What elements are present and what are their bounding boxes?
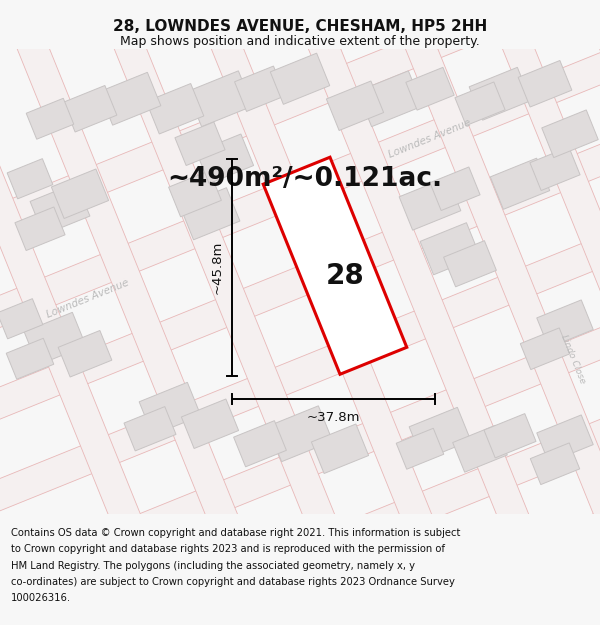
- Polygon shape: [268, 406, 332, 462]
- Polygon shape: [136, 0, 501, 625]
- Polygon shape: [235, 66, 286, 111]
- Polygon shape: [5, 414, 600, 625]
- Polygon shape: [6, 338, 54, 379]
- Polygon shape: [180, 188, 240, 240]
- Polygon shape: [518, 61, 572, 107]
- Polygon shape: [52, 169, 109, 219]
- Polygon shape: [537, 415, 593, 462]
- Text: to Crown copyright and database rights 2023 and is reproduced with the permissio: to Crown copyright and database rights 2…: [11, 544, 445, 554]
- Polygon shape: [233, 421, 286, 467]
- Polygon shape: [0, 21, 600, 386]
- Polygon shape: [0, 178, 600, 543]
- Text: 28: 28: [326, 262, 364, 290]
- Polygon shape: [358, 71, 422, 127]
- Polygon shape: [443, 241, 496, 287]
- Polygon shape: [409, 408, 471, 460]
- Polygon shape: [311, 424, 368, 474]
- Polygon shape: [537, 300, 593, 348]
- Polygon shape: [175, 122, 225, 166]
- Text: HM Land Registry. The polygons (including the associated geometry, namely x, y: HM Land Registry. The polygons (includin…: [11, 561, 415, 571]
- Polygon shape: [263, 158, 407, 374]
- Polygon shape: [542, 110, 598, 158]
- Polygon shape: [420, 222, 480, 275]
- Text: 28, LOWNDES AVENUE, CHESHAM, HP5 2HH: 28, LOWNDES AVENUE, CHESHAM, HP5 2HH: [113, 19, 487, 34]
- Polygon shape: [139, 382, 201, 435]
- Polygon shape: [406, 68, 454, 110]
- Polygon shape: [0, 0, 251, 625]
- Polygon shape: [490, 158, 550, 209]
- Polygon shape: [187, 71, 253, 127]
- Polygon shape: [530, 443, 580, 484]
- Text: 100026316.: 100026316.: [11, 593, 71, 603]
- Polygon shape: [7, 159, 53, 199]
- Polygon shape: [0, 299, 43, 339]
- Polygon shape: [326, 81, 383, 131]
- Polygon shape: [146, 84, 204, 134]
- Polygon shape: [63, 86, 117, 132]
- Polygon shape: [58, 331, 112, 377]
- Polygon shape: [26, 98, 74, 139]
- Polygon shape: [196, 134, 254, 184]
- Text: Lowndes Avenue: Lowndes Avenue: [45, 278, 131, 320]
- Polygon shape: [0, 99, 600, 464]
- Text: Lowndes Avenue: Lowndes Avenue: [387, 118, 473, 160]
- Polygon shape: [30, 182, 90, 235]
- Text: ~490m²/~0.121ac.: ~490m²/~0.121ac.: [167, 166, 443, 192]
- Polygon shape: [53, 0, 418, 625]
- Polygon shape: [181, 399, 239, 449]
- Polygon shape: [484, 414, 536, 458]
- Polygon shape: [396, 428, 444, 469]
- Polygon shape: [220, 0, 584, 625]
- Text: Lindo Close: Lindo Close: [559, 333, 587, 384]
- Polygon shape: [530, 147, 580, 191]
- Polygon shape: [430, 167, 480, 211]
- Polygon shape: [469, 68, 531, 120]
- Polygon shape: [270, 53, 330, 104]
- Text: Map shows position and indicative extent of the property.: Map shows position and indicative extent…: [120, 35, 480, 48]
- Polygon shape: [0, 336, 600, 625]
- Polygon shape: [520, 328, 570, 369]
- Polygon shape: [455, 82, 505, 126]
- Polygon shape: [0, 0, 334, 625]
- Polygon shape: [386, 0, 600, 596]
- Text: Contains OS data © Crown copyright and database right 2021. This information is : Contains OS data © Crown copyright and d…: [11, 528, 460, 538]
- Text: co-ordinates) are subject to Crown copyright and database rights 2023 Ordnance S: co-ordinates) are subject to Crown copyr…: [11, 577, 455, 587]
- Polygon shape: [169, 171, 221, 217]
- Text: ~45.8m: ~45.8m: [211, 241, 224, 294]
- Polygon shape: [399, 177, 461, 230]
- Polygon shape: [24, 312, 86, 365]
- Text: ~37.8m: ~37.8m: [307, 411, 360, 424]
- Polygon shape: [303, 0, 600, 625]
- Polygon shape: [15, 207, 65, 251]
- Polygon shape: [0, 257, 600, 622]
- Polygon shape: [470, 0, 600, 562]
- Polygon shape: [452, 425, 508, 472]
- Polygon shape: [99, 72, 161, 125]
- Polygon shape: [124, 407, 176, 451]
- Polygon shape: [0, 0, 600, 307]
